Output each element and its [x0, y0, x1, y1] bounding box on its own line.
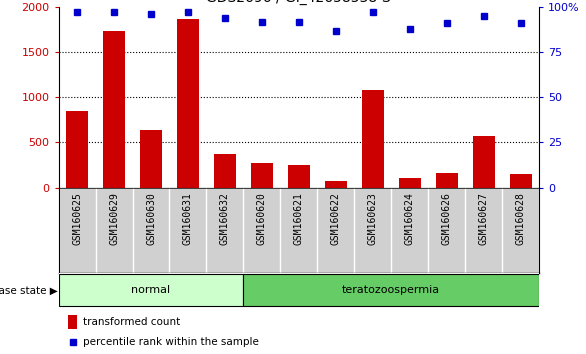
Text: GSM160632: GSM160632: [220, 192, 230, 245]
Text: GSM160627: GSM160627: [479, 192, 489, 245]
Bar: [140, 130, 162, 188]
Text: disease state ▶: disease state ▶: [0, 285, 58, 295]
Text: GSM160628: GSM160628: [516, 192, 526, 245]
Text: GSM160626: GSM160626: [442, 192, 452, 245]
Title: GDS2696 / GI_42658538-S: GDS2696 / GI_42658538-S: [206, 0, 391, 5]
Bar: [214, 154, 236, 188]
Bar: [362, 90, 384, 188]
Text: normal: normal: [131, 285, 171, 295]
Bar: [243, 274, 539, 306]
Text: GSM160630: GSM160630: [146, 192, 156, 245]
Text: GSM160625: GSM160625: [72, 192, 82, 245]
Text: GSM160629: GSM160629: [109, 192, 119, 245]
Text: percentile rank within the sample: percentile rank within the sample: [83, 337, 258, 348]
Bar: [398, 178, 421, 188]
Bar: [472, 136, 495, 188]
Bar: [68, 315, 77, 329]
Text: GSM160622: GSM160622: [331, 192, 341, 245]
Text: GSM160631: GSM160631: [183, 192, 193, 245]
Bar: [435, 173, 458, 188]
Text: teratozoospermia: teratozoospermia: [342, 285, 440, 295]
Text: GSM160621: GSM160621: [294, 192, 304, 245]
Bar: [177, 19, 199, 188]
Bar: [66, 111, 88, 188]
Text: transformed count: transformed count: [83, 317, 180, 327]
Bar: [325, 181, 347, 188]
Bar: [59, 274, 243, 306]
Text: GSM160624: GSM160624: [405, 192, 415, 245]
Text: GSM160620: GSM160620: [257, 192, 267, 245]
Bar: [288, 165, 310, 188]
Text: GSM160623: GSM160623: [368, 192, 378, 245]
Bar: [103, 32, 125, 188]
Bar: [251, 163, 273, 188]
Bar: [510, 174, 532, 188]
